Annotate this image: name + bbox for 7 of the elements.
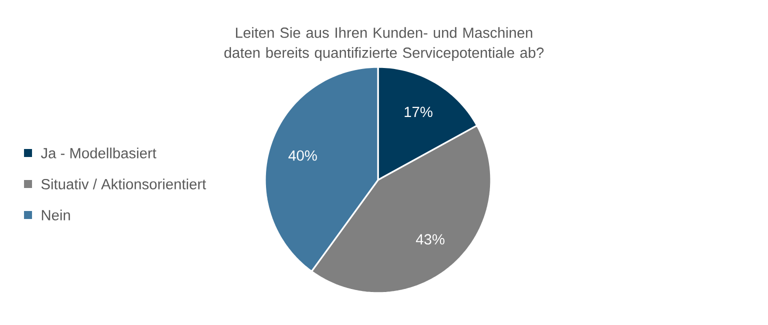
chart-title: Leiten Sie aus Ihren Kunden- und Maschinen daten bereits quantifizierte Servicepotentiale ab?	[224, 27, 544, 61]
legend-label: Nein	[42, 210, 70, 220]
legend-label: Ja - Modellbasiert	[40, 148, 156, 158]
legend-label: Situativ / Aktionsorientiert	[41, 178, 206, 190]
data-label: 43%	[416, 234, 444, 245]
data-label: 17%	[404, 106, 432, 118]
data-label: 40%	[288, 150, 317, 161]
